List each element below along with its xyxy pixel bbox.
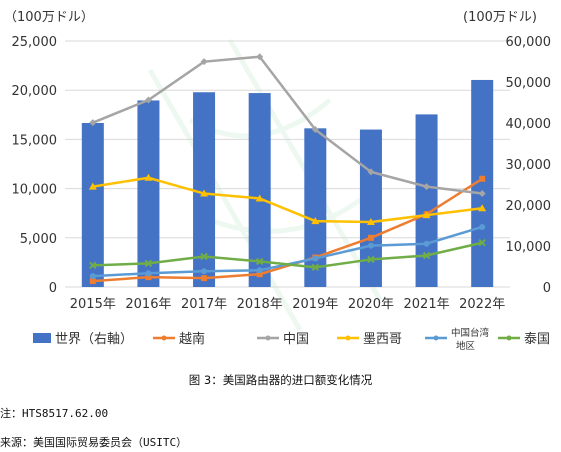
bar (81, 123, 104, 287)
data-point (144, 96, 152, 104)
grid (65, 40, 510, 288)
bar (415, 114, 438, 287)
legend-label: 越南 (179, 331, 205, 347)
x-tick-label: 2015年 (70, 297, 116, 312)
bar (304, 128, 327, 287)
line-series (88, 53, 487, 285)
left-tick-label: 15,000 (12, 133, 58, 148)
bar-series (81, 79, 494, 287)
bar (359, 129, 382, 287)
data-point (200, 252, 208, 261)
left-axis: 0 5,000 10,000 15,000 20,000 25,000 (12, 35, 58, 296)
legend-marker (506, 335, 512, 341)
legend-label: 中国台湾 (451, 327, 490, 339)
data-point (256, 267, 263, 274)
data-point (422, 211, 431, 219)
series-line (92, 177, 483, 283)
bar (471, 79, 494, 287)
x-tick-label: 2020年 (348, 297, 394, 312)
right-tick-label: 40,000 (506, 117, 552, 132)
x-tick-label: 2021年 (404, 297, 450, 312)
data-point (145, 270, 152, 277)
series-line (92, 176, 483, 224)
data-point (423, 240, 430, 247)
legend-label: 墨西哥 (363, 332, 402, 347)
right-tick-label: 0 (543, 281, 551, 296)
legend-label: 中国 (283, 332, 309, 347)
data-point (367, 255, 375, 264)
data-point (89, 273, 96, 280)
data-point (367, 234, 374, 241)
right-tick-label: 50,000 (506, 76, 552, 91)
data-point (144, 173, 153, 181)
legend-marker (433, 335, 439, 341)
series-line (92, 241, 483, 269)
right-unit-label: (100万ドル) (463, 10, 537, 25)
data-point (201, 275, 208, 282)
figure-caption: 图 3：美国路由器的进口额变化情况 (188, 373, 373, 387)
legend-marker (265, 335, 271, 341)
note: 注：HTS8517.62.00 (0, 407, 109, 420)
legend-label: 世界（右軸） (55, 332, 133, 347)
left-tick-label: 25,000 (12, 35, 58, 50)
data-point (144, 259, 153, 268)
bar (137, 100, 160, 287)
data-point (311, 263, 320, 272)
data-point (423, 183, 431, 191)
data-point (145, 274, 152, 281)
data-point (255, 194, 264, 202)
x-tick-label: 2022年 (459, 297, 505, 312)
data-point (366, 218, 375, 226)
legend-marker (161, 335, 167, 341)
x-tick-label: 2018年 (237, 297, 283, 312)
right-tick-label: 20,000 (506, 199, 552, 214)
left-unit-label: （100万ドル） (4, 10, 94, 25)
source: 来源：美国国际贸易委员会（USITC） (0, 436, 188, 449)
data-point (200, 58, 208, 66)
bar (248, 93, 271, 287)
data-point (256, 53, 264, 61)
data-point (478, 204, 487, 212)
right-tick-label: 60,000 (506, 35, 552, 50)
left-tick-label: 10,000 (12, 183, 58, 198)
x-tick-label: 2019年 (292, 297, 338, 312)
data-point (89, 119, 97, 127)
chart: 0 5,000 10,000 15,000 20,000 25,000 0 10,000 20… (4, 10, 552, 352)
x-axis: 2015年 2016年 2017年 2018年 2019年 2020年 2021年 2022年 (70, 297, 505, 312)
data-point (367, 168, 375, 176)
data-point (256, 271, 263, 278)
data-point (89, 261, 97, 270)
data-point (200, 189, 209, 197)
data-point (311, 217, 320, 225)
right-tick-label: 10,000 (506, 240, 552, 255)
left-tick-label: 20,000 (12, 84, 58, 99)
data-point (88, 182, 97, 190)
data-point (255, 257, 264, 266)
series-line (92, 55, 483, 195)
right-tick-label: 30,000 (506, 158, 552, 173)
legend-marker (345, 335, 351, 341)
data-point (479, 223, 486, 230)
data-point (311, 126, 319, 134)
legend-label: 泰国 (524, 332, 550, 347)
data-point (89, 278, 96, 285)
right-axis: 0 10,000 20,000 30,000 40,000 50,000 60,000 (506, 35, 552, 296)
data-point (479, 175, 486, 182)
data-point (422, 251, 431, 260)
left-tick-label: 0 (49, 281, 57, 296)
legend-label: 地区 (456, 340, 476, 352)
data-point (478, 239, 486, 247)
left-tick-label: 5,000 (20, 232, 57, 247)
legend-swatch (33, 333, 51, 343)
data-point (312, 255, 319, 262)
data-point (201, 268, 208, 275)
x-tick-label: 2017年 (181, 297, 227, 312)
data-point (478, 190, 486, 198)
x-tick-label: 2016年 (125, 297, 171, 312)
data-point (367, 242, 374, 249)
